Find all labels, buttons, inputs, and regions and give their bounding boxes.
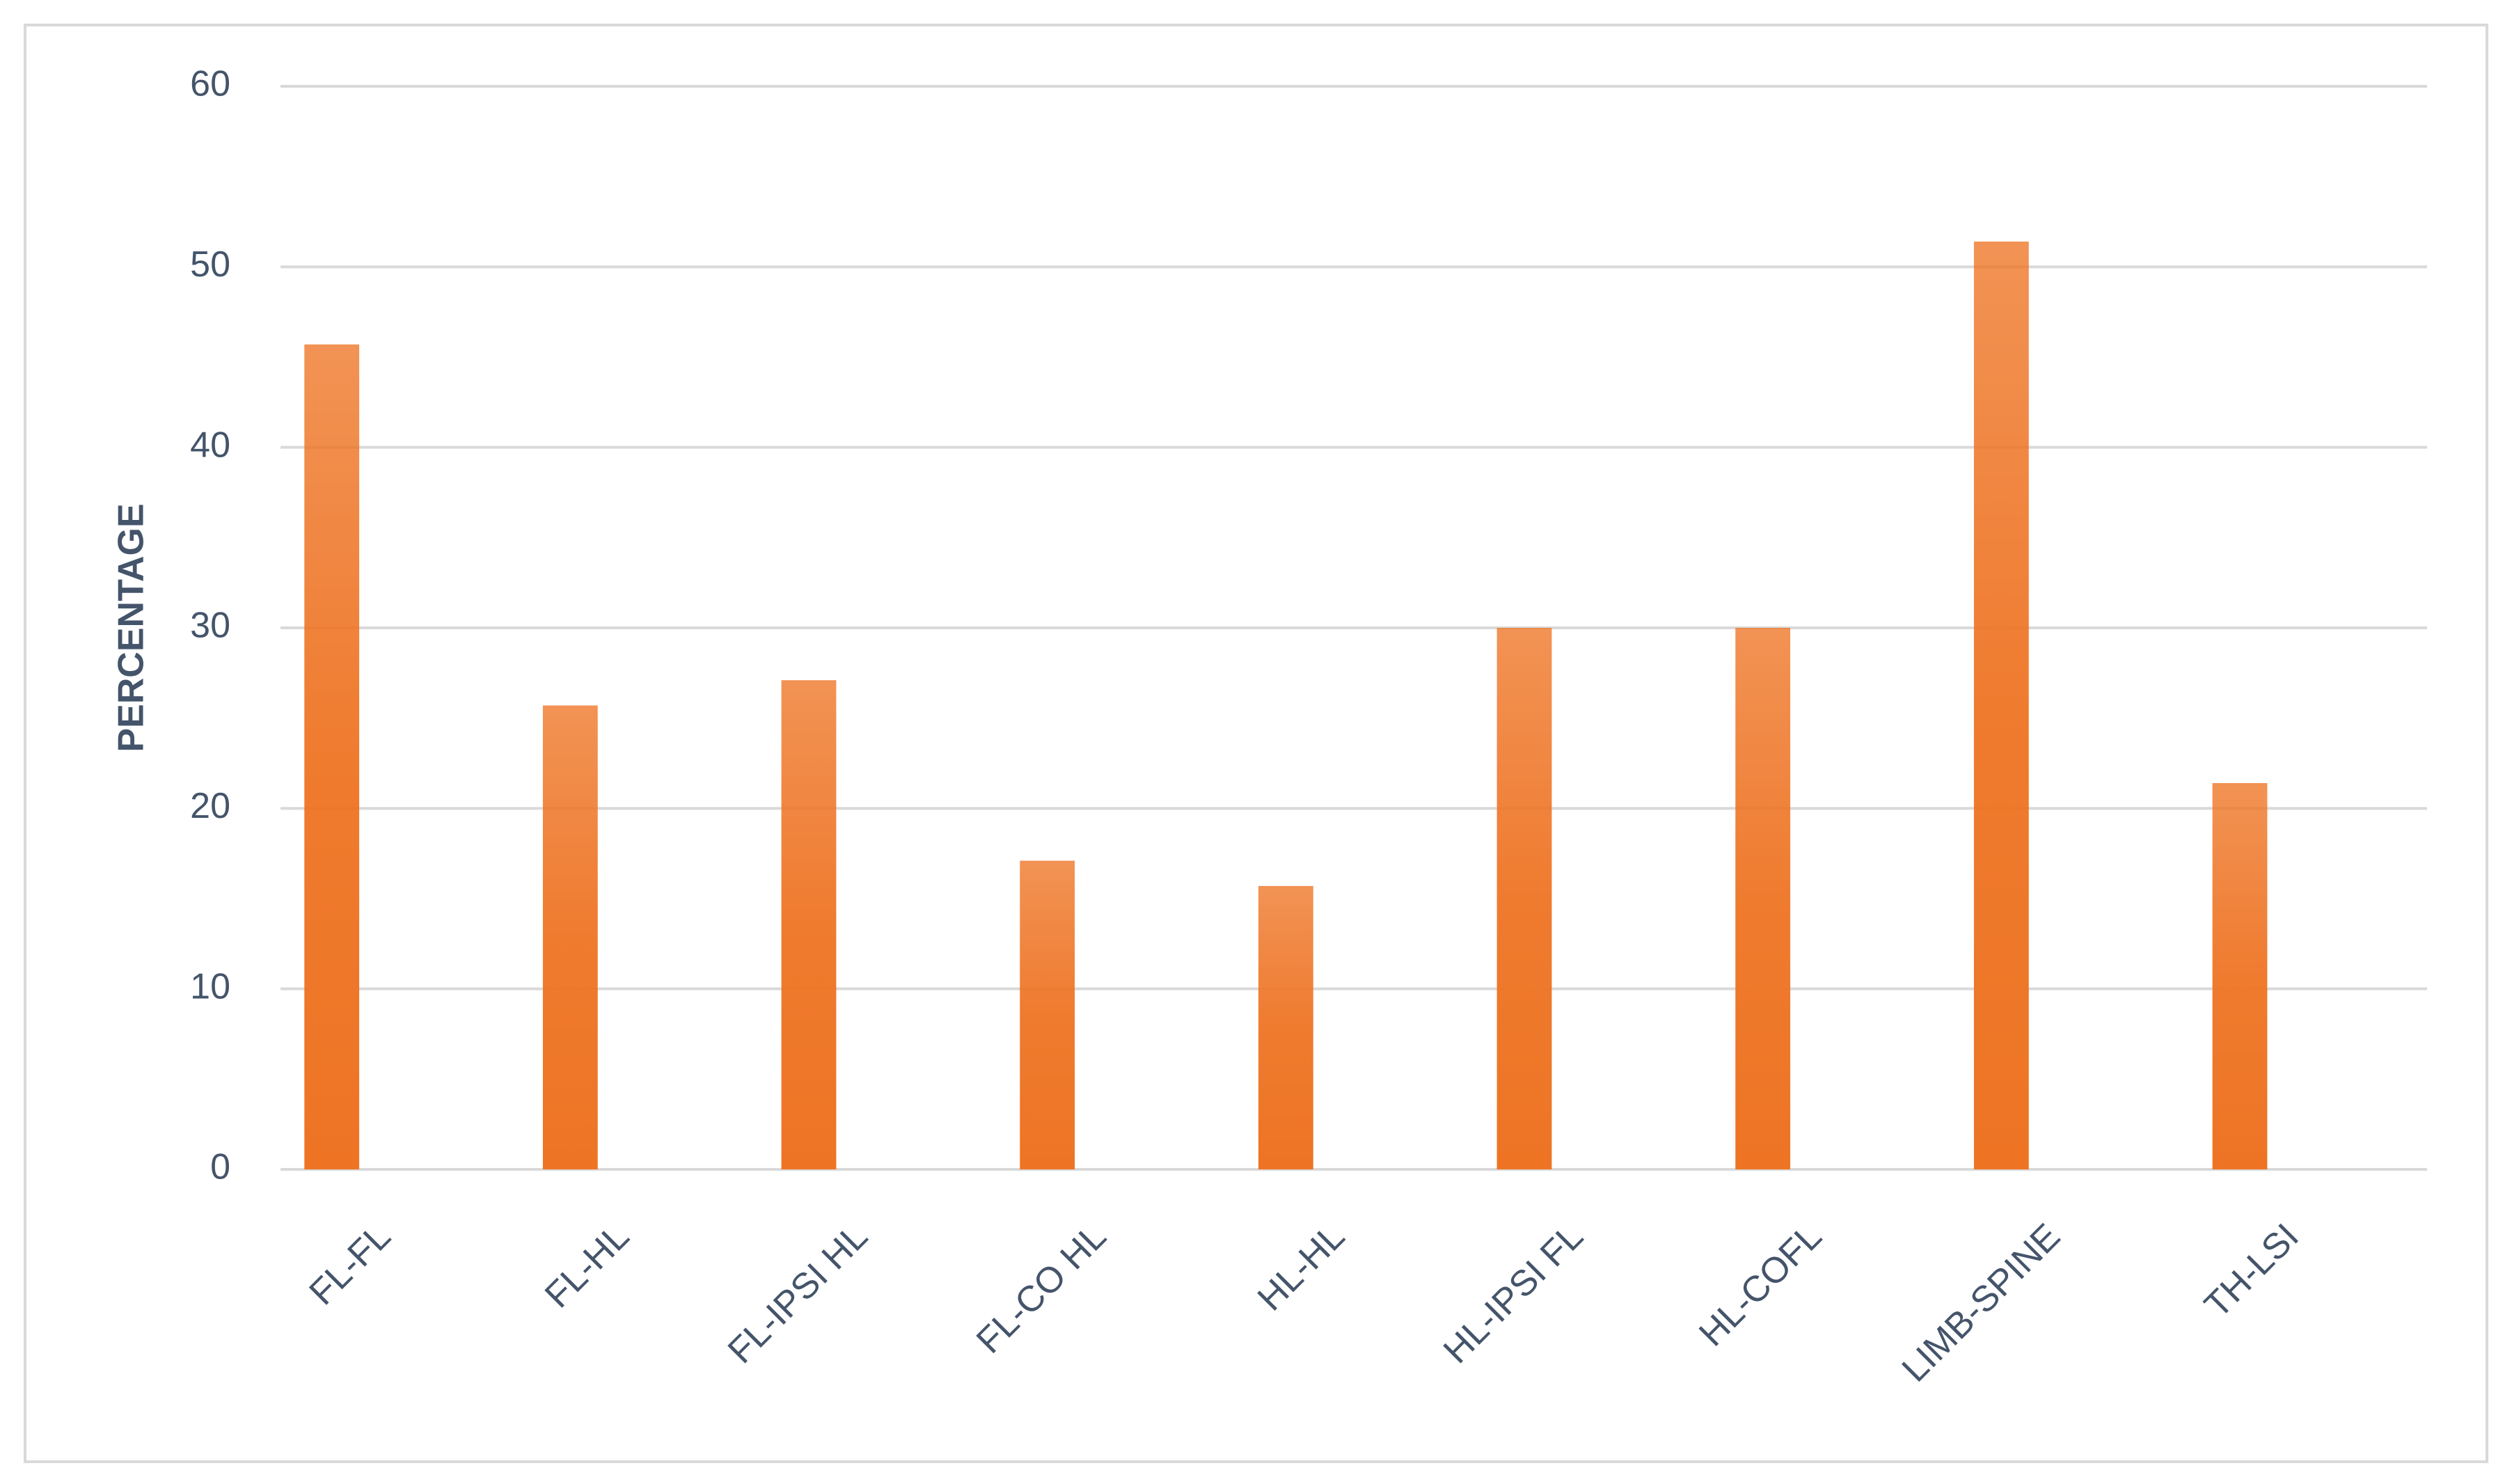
y-tick-label: 10 (190, 966, 230, 1007)
y-tick-label: 30 (190, 606, 230, 646)
bar (304, 344, 360, 1169)
x-tick-label: FL-FL (301, 1216, 398, 1313)
bar (781, 680, 837, 1169)
x-tick-label: LIMB-SPINE (1895, 1216, 2068, 1389)
bar (1020, 860, 1075, 1169)
x-tick-label: HL-HL (1250, 1216, 1352, 1318)
x-tick-label: HL-COFL (1691, 1216, 1829, 1354)
y-tick-label: 20 (190, 786, 230, 826)
bar (1258, 885, 1313, 1169)
bar (1973, 242, 2029, 1170)
y-tick-label: 60 (190, 64, 230, 104)
chart-border (24, 24, 2488, 1463)
bar (2212, 783, 2268, 1169)
x-tick-label: TH-LSI (2197, 1216, 2306, 1325)
x-tick-label: FL-HL (537, 1216, 637, 1316)
y-axis-title: PERCENTAGE (111, 503, 152, 752)
y-tick-label: 50 (190, 244, 230, 285)
x-tick-label: FL-CO HL (969, 1216, 1114, 1361)
bar (1735, 628, 1791, 1169)
y-tick-label: 0 (210, 1147, 230, 1187)
bar (1496, 628, 1552, 1169)
x-tick-label: FL-IPSI HL (720, 1216, 876, 1371)
bar (542, 705, 598, 1169)
x-tick-label: HL-IPSI FL (1436, 1216, 1591, 1371)
y-tick-label: 40 (190, 425, 230, 465)
